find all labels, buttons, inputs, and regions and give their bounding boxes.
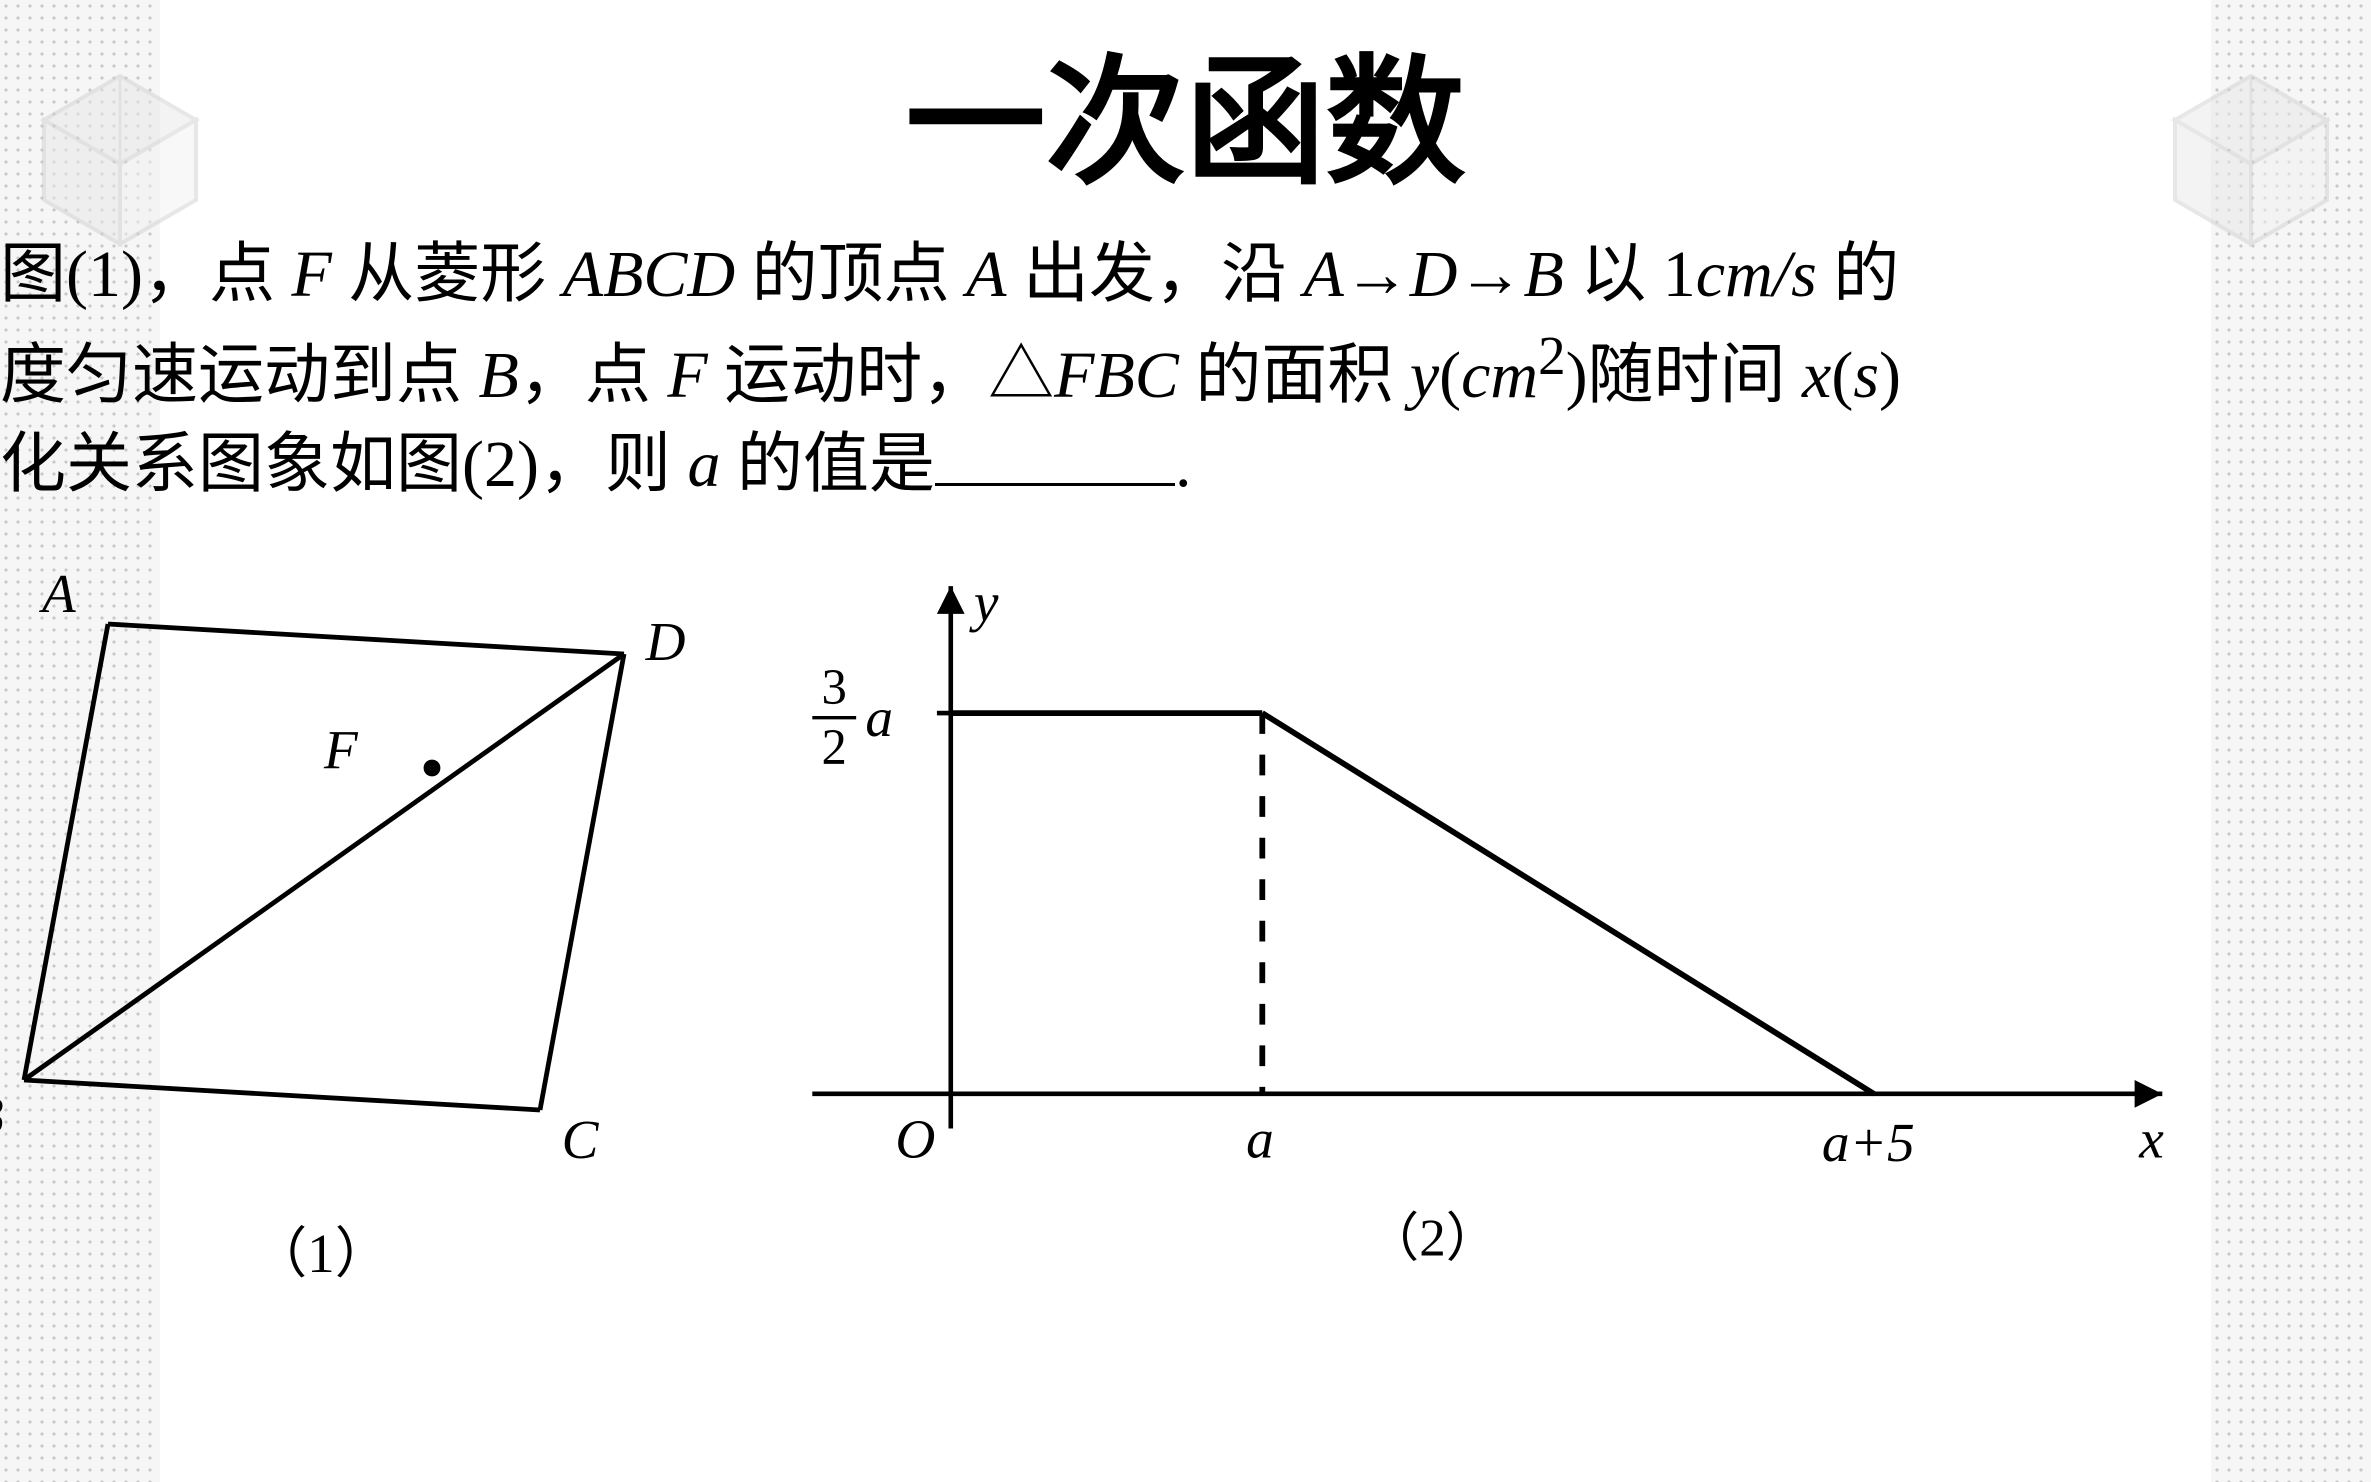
var-ABCD: ABCD	[563, 238, 735, 311]
arrow-icon: →	[1344, 238, 1410, 311]
svg-text:D: D	[645, 611, 686, 672]
svg-text:a: a	[865, 687, 893, 748]
svg-text:a+5: a+5	[1822, 1112, 1915, 1173]
var-a: a	[687, 428, 720, 501]
paren: (	[1439, 339, 1461, 412]
var-F: F	[291, 238, 331, 311]
paren: )	[1879, 339, 1901, 412]
arrow-icon: →	[1457, 238, 1523, 311]
figures-row: ADBCF（1） Oyxaa+532a（2）	[0, 540, 2220, 1260]
page-title: 一次函数	[0, 10, 2371, 212]
text: ，点	[519, 339, 668, 412]
slide-root: 一次函数 图(1)，点 F 从菱形 ABCD 的顶点 A 出发，沿 A→D→B …	[0, 0, 2371, 1482]
figure-1: ADBCF（1）	[0, 540, 720, 1260]
text: 的	[1817, 238, 1900, 311]
var-path-A: A	[1303, 238, 1343, 311]
var-B: B	[479, 339, 519, 412]
paren: )	[1566, 339, 1588, 412]
paren: (	[1831, 339, 1853, 412]
text: 的值是	[720, 428, 935, 501]
var-path-D: D	[1410, 238, 1458, 311]
unit-cms: cm/s	[1696, 238, 1817, 311]
var-path-B: B	[1523, 238, 1563, 311]
svg-text:F: F	[323, 719, 359, 780]
text: 出发，沿	[1006, 238, 1303, 311]
svg-text:（2）: （2）	[1366, 1209, 1499, 1267]
text: 从菱形	[332, 238, 563, 311]
text: 随时间	[1588, 339, 1803, 412]
text: 以 1	[1564, 238, 1696, 311]
svg-text:（1）: （1）	[252, 1223, 390, 1284]
svg-text:3: 3	[822, 659, 847, 715]
var-FBC: FBC	[1054, 339, 1179, 412]
svg-text:O: O	[895, 1108, 935, 1169]
svg-text:x: x	[2138, 1108, 2164, 1169]
var-A: A	[966, 238, 1006, 311]
text: 图(1)，点	[0, 238, 291, 311]
figure-2: Oyxaa+532a（2）	[720, 540, 2220, 1260]
var-x: x	[1802, 339, 1831, 412]
text: 化关系图象如图(2)，则	[0, 428, 687, 501]
text: 的面积	[1179, 339, 1410, 412]
answer-blank	[935, 424, 1175, 486]
svg-text:y: y	[969, 572, 999, 633]
text: 度匀速运动到点	[0, 339, 479, 412]
svg-text:C: C	[562, 1109, 600, 1170]
text: 的顶点	[735, 238, 966, 311]
svg-text:a: a	[1246, 1108, 1274, 1169]
var-y: y	[1410, 339, 1439, 412]
svg-text:A: A	[38, 563, 76, 624]
problem-text: 图(1)，点 F 从菱形 ABCD 的顶点 A 出发，沿 A→D→B 以 1cm…	[0, 230, 2341, 509]
exp-2: 2	[1538, 325, 1566, 386]
svg-text:B: B	[0, 1085, 4, 1146]
text: 运动时，△	[708, 339, 1055, 412]
period: .	[1175, 428, 1192, 501]
var-F2: F	[667, 339, 707, 412]
svg-text:2: 2	[822, 719, 847, 775]
var-s: s	[1853, 339, 1879, 412]
unit-cm: cm	[1461, 339, 1538, 412]
